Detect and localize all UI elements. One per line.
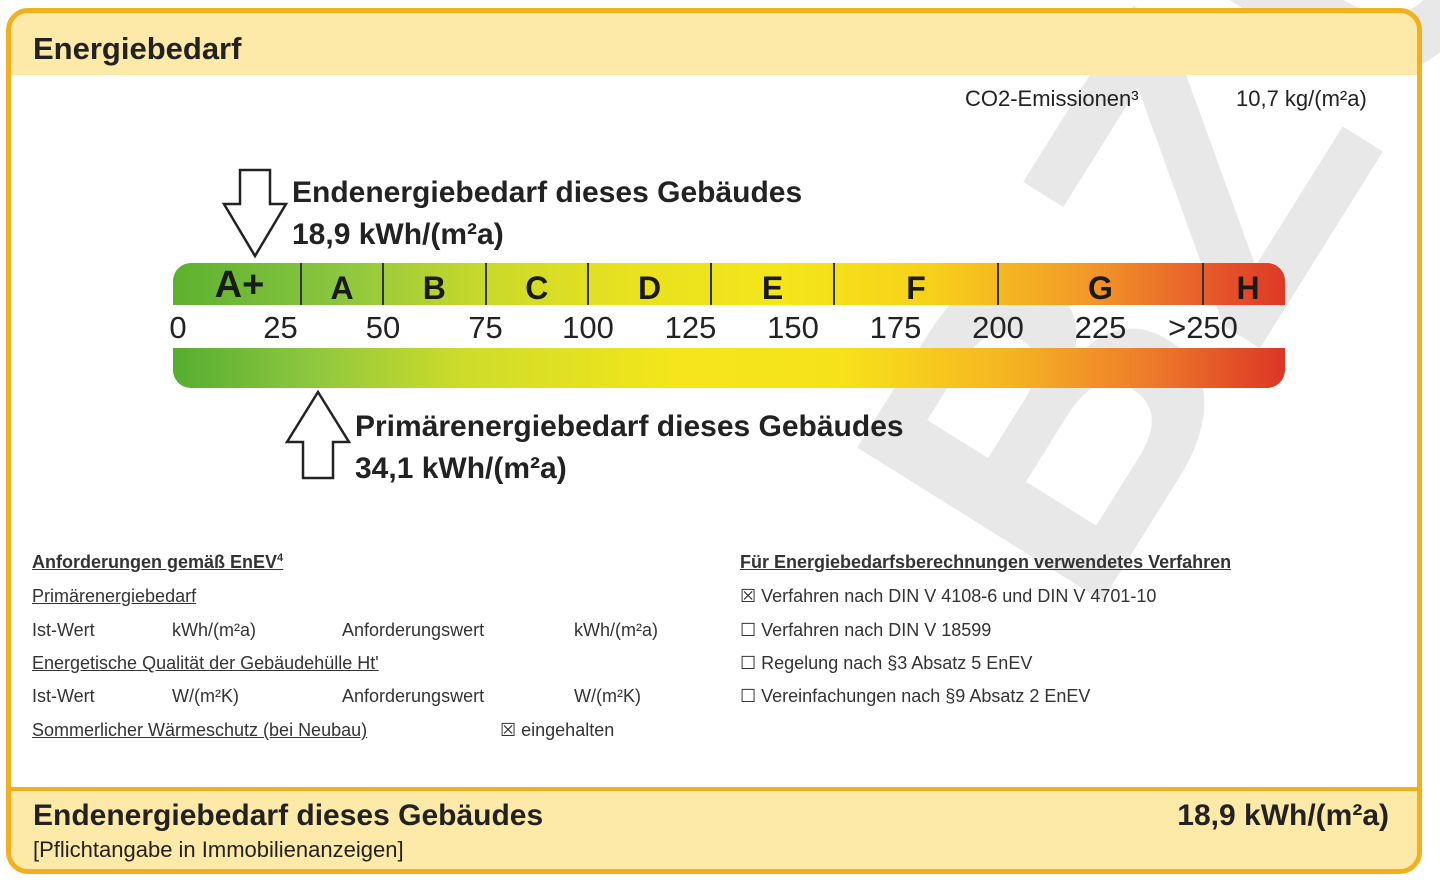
method-item: ☒ Verfahren nach DIN V 4108-6 und DIN V … bbox=[740, 586, 1157, 606]
class-divider bbox=[1202, 263, 1204, 305]
footer-note: [Pflichtangabe in Immobilienanzeigen] bbox=[33, 837, 404, 862]
row2-req-label: Anforderungswert bbox=[342, 686, 485, 706]
class-divider bbox=[300, 263, 302, 305]
footer-value: 18,9 kWh/(m²a) bbox=[1177, 799, 1389, 832]
header-band: Energiebedarf bbox=[11, 13, 1417, 75]
summer-title: Sommerlicher Wärmeschutz (bei Neubau) bbox=[32, 720, 368, 740]
footer-title: Endenergiebedarf dieses Gebäudes bbox=[33, 799, 544, 832]
method-item: ☐ Regelung nach §3 Absatz 5 EnEV bbox=[740, 653, 1033, 673]
class-divider bbox=[997, 263, 999, 305]
footer-band: Endenergiebedarf dieses Gebäudes [Pflich… bbox=[11, 787, 1417, 869]
energy-class-label: G bbox=[1088, 270, 1113, 306]
energy-class-label: A+ bbox=[214, 264, 265, 306]
primaerenergie-label: Primärenergiebedarf dieses Gebäudes bbox=[355, 410, 904, 443]
requirements-title: Anforderungen gemäß EnEV4 bbox=[32, 552, 283, 573]
energy-class-label: C bbox=[525, 270, 549, 306]
scale-tick-label: 0 bbox=[169, 310, 187, 345]
requirements-title-text: Anforderungen gemäß EnEV bbox=[32, 552, 278, 572]
arrow-up-icon bbox=[284, 390, 352, 480]
method-item: ☐ Verfahren nach DIN V 18599 bbox=[740, 620, 992, 640]
energy-class-label: F bbox=[906, 270, 926, 306]
row1-unit: kWh/(m²a) bbox=[172, 620, 256, 640]
energy-class-label: D bbox=[637, 270, 662, 306]
footnote-marker: 4 bbox=[277, 552, 284, 564]
endenergie-label: Endenergiebedarf dieses Gebäudes bbox=[292, 176, 803, 209]
class-divider bbox=[484, 263, 487, 305]
method-item: ☐ Vereinfachungen nach §9 Absatz 2 EnEV bbox=[740, 686, 1091, 706]
scale-tick-label: 150 bbox=[767, 310, 819, 345]
scale-tick-label: 200 bbox=[972, 310, 1024, 345]
energy-class-bar bbox=[173, 263, 1285, 305]
scale-tick-label: 125 bbox=[664, 310, 717, 345]
row1-label: Ist-Wert bbox=[32, 620, 95, 640]
energy-class-label: H bbox=[1236, 270, 1260, 306]
scale-tick-label: 100 bbox=[562, 310, 614, 345]
method-title: Für Energiebedarfsberechnungen verwendet… bbox=[740, 552, 1232, 572]
energy-class-label: A bbox=[330, 270, 354, 306]
scale-tick-label: 25 bbox=[263, 310, 298, 345]
row1-req-unit: kWh/(m²a) bbox=[574, 620, 658, 640]
class-divider bbox=[382, 263, 384, 305]
energy-class-label: B bbox=[422, 270, 446, 306]
row2-unit: W/(m²K) bbox=[172, 686, 239, 706]
scale-tick-label: >250 bbox=[1168, 310, 1238, 345]
hull-title: Energetische Qualität der Gebäudehülle H… bbox=[32, 653, 379, 673]
energy-class-label: E bbox=[761, 270, 784, 306]
summer-checkbox: ☒ eingehalten bbox=[500, 720, 615, 740]
class-divider bbox=[587, 263, 589, 305]
scale-tick-label: 50 bbox=[365, 310, 401, 345]
class-divider bbox=[710, 263, 712, 305]
scale-tick-label: 175 bbox=[869, 310, 922, 345]
primary-title: Primärenergiebedarf bbox=[32, 586, 197, 606]
endenergie-value: 18,9 kWh/(m²a) bbox=[292, 218, 504, 251]
row1-req-label: Anforderungswert bbox=[342, 620, 485, 640]
page-title: Energiebedarf bbox=[33, 31, 242, 66]
co2-value: 10,7 kg/(m²a) bbox=[1236, 86, 1367, 111]
arrow-down-icon bbox=[222, 168, 289, 259]
scale-tick-label: 225 bbox=[1074, 310, 1127, 345]
energy-certificate-frame: Energiebedarf Endenergiebedarf dieses Ge… bbox=[6, 8, 1422, 874]
energy-gradient-bar bbox=[173, 348, 1285, 388]
row2-label: Ist-Wert bbox=[32, 686, 95, 706]
co2-label: CO2-Emissionen³ bbox=[965, 86, 1139, 111]
primaerenergie-value: 34,1 kWh/(m²a) bbox=[355, 452, 567, 485]
row2-req-unit: W/(m²K) bbox=[574, 686, 641, 706]
class-divider bbox=[833, 263, 835, 305]
scale-tick-label: 75 bbox=[468, 310, 503, 345]
